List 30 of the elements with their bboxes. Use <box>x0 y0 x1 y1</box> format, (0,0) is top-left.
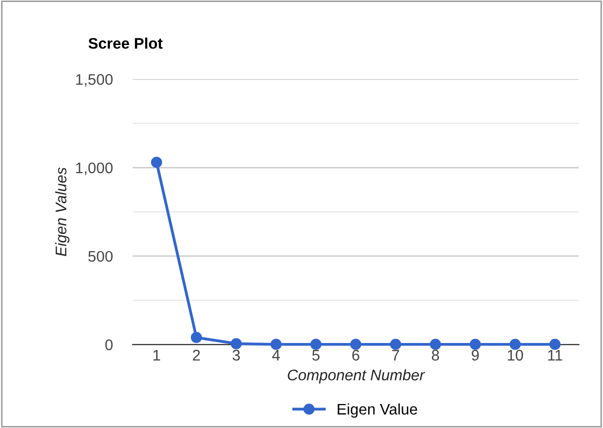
y-tick-label: 500 <box>88 250 113 262</box>
point <box>151 156 162 168</box>
y-tick-label: 1,000 <box>76 162 113 176</box>
point <box>270 338 282 350</box>
x-tick-label: 8 <box>432 350 440 361</box>
x-tick-label: 2 <box>192 350 200 360</box>
chart-title: Scree Plot <box>88 38 163 49</box>
y-tick-label: 1,500 <box>76 74 113 87</box>
x-tick-label: 1 <box>153 350 160 360</box>
y-tick-label: 0 <box>105 339 113 350</box>
x-tick-label: 3 <box>232 350 240 361</box>
x-axis-title: Component Number <box>288 369 426 384</box>
point <box>549 338 561 350</box>
x-tick-label: 4 <box>272 350 280 360</box>
x-tick-label: 7 <box>392 350 400 360</box>
y-axis-title: Eigen Values <box>55 167 70 256</box>
point <box>310 338 322 350</box>
point <box>390 338 402 350</box>
x-tick-label: 10 <box>508 350 524 361</box>
x-tick-label: 5 <box>312 350 320 361</box>
point <box>230 338 242 350</box>
x-tick-label: 9 <box>472 350 479 361</box>
x-tick-label: 6 <box>352 350 360 361</box>
point <box>350 338 362 350</box>
point <box>430 338 442 350</box>
legend-label: Eigen Value <box>338 403 418 418</box>
point <box>190 332 202 344</box>
point <box>510 338 521 350</box>
point <box>470 338 481 350</box>
x-tick-label: 11 <box>548 350 562 360</box>
